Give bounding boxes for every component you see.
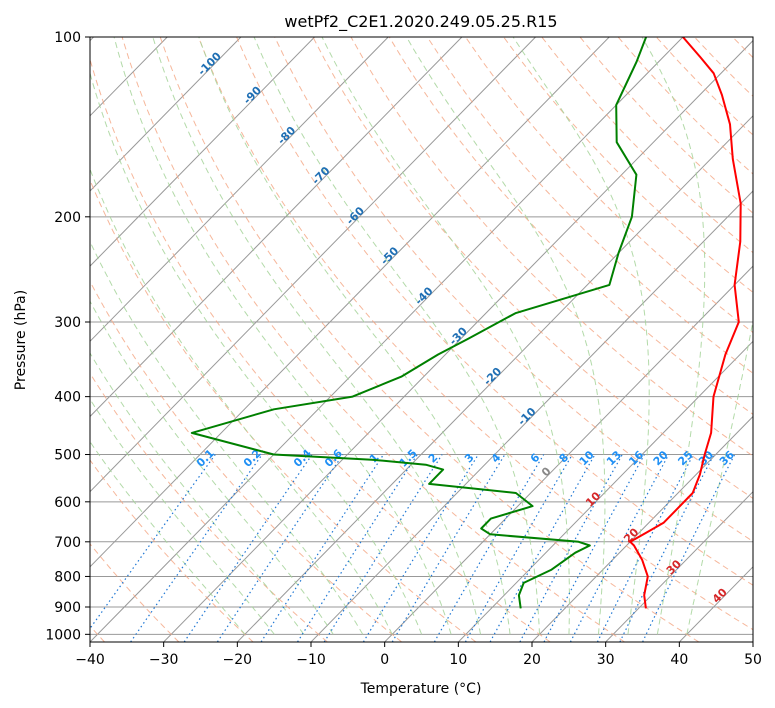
mixing-ratio-line: [464, 454, 573, 642]
mixing-ratio-line: [642, 454, 736, 642]
y-axis-ticks: 100 200 300 400 500 600 700 800 900 1000: [45, 30, 90, 643]
moist-adiabat-line: [90, 398, 275, 635]
x-tick-label: 40: [670, 652, 688, 668]
moist-adiabat-line: [686, 318, 753, 635]
y-tick-label: 1000: [45, 627, 81, 643]
y-tick-label: 700: [54, 535, 81, 551]
isotherm-line: [90, 37, 536, 493]
mixing-ratio-line: [216, 454, 344, 642]
x-tick-label: −10: [296, 652, 326, 668]
mixing-ratio-line: [183, 454, 313, 642]
y-tick-label: 600: [54, 495, 81, 511]
dry-adiabat-line: [121, 37, 625, 642]
dry-adiabat-line: [90, 57, 551, 642]
isotherm-line: [90, 37, 389, 343]
isotherm-line: [90, 37, 684, 642]
moist-adiabat-line: [321, 37, 570, 635]
dry-adiabat-line: [236, 37, 753, 586]
mixing-ratio-line: [619, 454, 715, 642]
x-tick-label: 0: [380, 652, 389, 668]
dry-adiabat-line: [312, 37, 753, 500]
isotherm-line: [90, 37, 463, 418]
plot-area: -100-90-80-70-60-50-40-30-20-10010203040…: [90, 37, 753, 642]
x-tick-label: 10: [449, 652, 467, 668]
moist-adiabat-line: [641, 37, 706, 635]
mixing-ratio-line: [433, 454, 545, 642]
isotherm-line: [605, 490, 753, 642]
y-axis-title: Pressure (hPa): [13, 290, 29, 390]
y-tick-label: 100: [54, 30, 81, 46]
mixing-ratio-line: [260, 454, 385, 642]
moist-adiabat-line: [253, 37, 540, 635]
mixing-ratio-line: [569, 454, 670, 642]
isotherm-line: [384, 265, 753, 642]
mixing-ratio-line: [296, 454, 418, 642]
mixing-ratio-line: [90, 454, 216, 630]
isotherm-line: [163, 39, 753, 642]
y-tick-label: 200: [54, 210, 81, 226]
isotherm-line: [310, 190, 753, 642]
isotherm-line: [90, 37, 610, 568]
moist-adiabats: [90, 37, 753, 635]
plot-frame: [89, 36, 754, 643]
mixing-ratio-line: [362, 454, 479, 642]
x-axis-title: Temperature (°C): [360, 681, 482, 697]
y-tick-label: 500: [54, 448, 81, 464]
moist-adiabat-line: [90, 300, 334, 635]
moist-adiabat-line: [90, 440, 246, 635]
y-tick-label: 800: [54, 569, 81, 585]
dry-adiabat-line: [90, 372, 328, 642]
chart-title: wetPf2_C2E1.2020.249.05.25.R15: [284, 12, 557, 32]
y-tick-label: 400: [54, 390, 81, 406]
isotherm-line: [90, 37, 242, 192]
mixing-ratio-line: [323, 454, 443, 642]
y-tick-label: 300: [54, 315, 81, 331]
isotherm-line: [90, 37, 315, 267]
x-tick-label: −20: [223, 652, 253, 668]
x-axis-ticks: −40 −30 −20 −10 0 10 20 30 40 50: [75, 642, 762, 668]
dry-adiabat-line: [197, 37, 753, 631]
moist-adiabat-line: [198, 37, 511, 635]
y-tick-label: 900: [54, 600, 81, 616]
moist-adiabat-line: [90, 71, 423, 635]
mixing-ratio-line: [130, 454, 263, 642]
mixing-ratio-line: [596, 454, 694, 642]
moist-adiabat-line: [152, 37, 482, 635]
dry-adiabat-line: [274, 37, 753, 543]
moist-adiabat-line: [90, 352, 305, 635]
isotherm-line: [457, 340, 753, 642]
dry-adiabat-line: [90, 459, 254, 642]
x-tick-label: 30: [597, 652, 615, 668]
dewpoint-profile-line: [190, 37, 648, 609]
x-tick-label: −40: [75, 652, 105, 668]
moist-adiabat-line: [512, 37, 650, 635]
x-tick-label: 50: [744, 652, 762, 668]
temperature-profile-line: [629, 37, 742, 609]
moist-adiabat-line: [113, 37, 452, 635]
x-tick-label: −30: [149, 652, 179, 668]
moist-adiabat-line: [90, 167, 393, 635]
x-tick-label: 20: [523, 652, 541, 668]
mixing-ratio-lines: [90, 454, 736, 642]
moist-adiabat-line: [406, 37, 606, 635]
moist-adiabat-line: [90, 240, 364, 635]
profile-series: [190, 37, 742, 609]
